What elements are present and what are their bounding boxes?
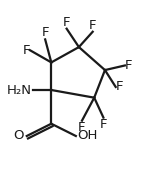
- Text: F: F: [78, 121, 86, 134]
- Text: F: F: [125, 59, 132, 72]
- Text: H₂N: H₂N: [6, 84, 31, 96]
- Text: F: F: [100, 118, 107, 131]
- Text: F: F: [89, 19, 96, 32]
- Text: OH: OH: [77, 129, 98, 143]
- Text: F: F: [22, 44, 30, 57]
- Text: F: F: [41, 26, 49, 39]
- Text: F: F: [63, 16, 70, 29]
- Text: F: F: [116, 80, 123, 93]
- Text: O: O: [13, 129, 24, 143]
